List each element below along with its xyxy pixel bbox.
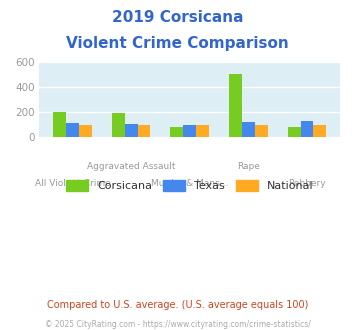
Bar xyxy=(125,124,138,137)
Text: Murder & Mans...: Murder & Mans... xyxy=(151,179,228,188)
Text: Violent Crime Comparison: Violent Crime Comparison xyxy=(66,36,289,51)
Bar xyxy=(301,121,313,137)
Bar xyxy=(79,125,92,137)
Bar xyxy=(196,125,209,137)
Text: © 2025 CityRating.com - https://www.cityrating.com/crime-statistics/: © 2025 CityRating.com - https://www.city… xyxy=(45,320,310,329)
Bar xyxy=(313,125,326,137)
Bar xyxy=(255,125,268,137)
Bar xyxy=(242,121,255,137)
Text: 2019 Corsicana: 2019 Corsicana xyxy=(112,10,243,25)
Text: All Violent Crime: All Violent Crime xyxy=(35,179,110,188)
Bar xyxy=(66,123,79,137)
Bar xyxy=(112,114,125,137)
Bar xyxy=(288,127,301,137)
Legend: Corsicana, Texas, National: Corsicana, Texas, National xyxy=(60,175,319,197)
Bar xyxy=(53,112,66,137)
Text: Rape: Rape xyxy=(237,162,260,171)
Bar xyxy=(229,75,242,137)
Bar xyxy=(183,125,196,137)
Bar xyxy=(170,127,183,137)
Text: Compared to U.S. average. (U.S. average equals 100): Compared to U.S. average. (U.S. average … xyxy=(47,300,308,310)
Text: Aggravated Assault: Aggravated Assault xyxy=(87,162,175,171)
Bar xyxy=(138,125,151,137)
Text: Robbery: Robbery xyxy=(288,179,326,188)
